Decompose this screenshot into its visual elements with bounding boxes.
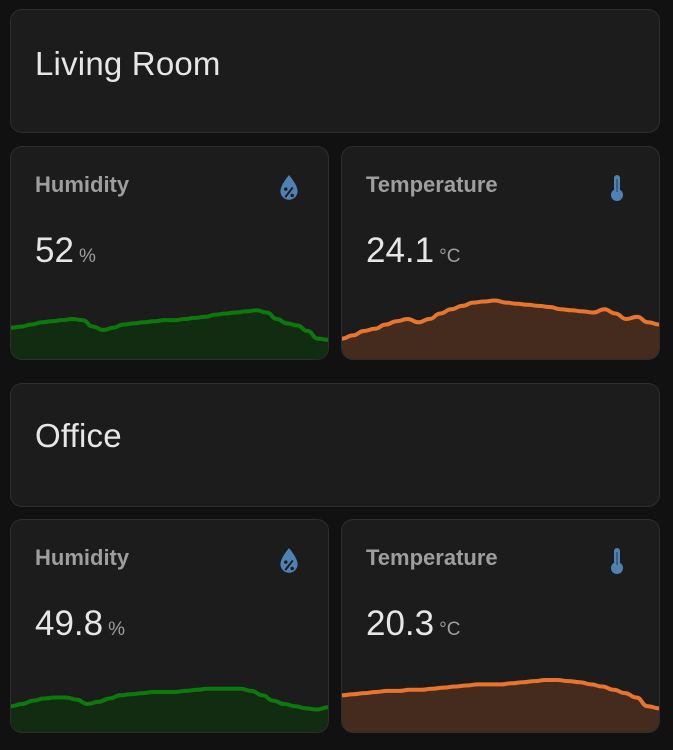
humidity-history-graph	[11, 686, 328, 732]
temperature-history-area	[342, 300, 659, 359]
room-header-card-office: Office	[10, 383, 660, 507]
sensor-card-office-temperature[interactable]: Temperature 20.3 °C	[341, 519, 660, 733]
room-title-office: Office	[35, 417, 122, 454]
sensor-reading: 24.1 °C	[366, 231, 460, 277]
sensor-value: 52	[35, 231, 74, 270]
thermometer-icon	[611, 175, 623, 201]
temperature-history-graph	[342, 298, 659, 359]
sensor-card-living-room-humidity[interactable]: Humidity 52%	[10, 146, 329, 360]
temperature-history-line	[342, 678, 659, 711]
humidity-history-area	[11, 310, 328, 359]
thermometer-icon	[611, 548, 623, 574]
sensor-unit: °C	[439, 619, 461, 640]
sensor-name: Humidity	[35, 172, 130, 197]
sensor-reading: 49.8%	[35, 604, 125, 650]
sensor-unit: °C	[439, 246, 461, 267]
temperature-history-graph	[342, 678, 659, 732]
sensor-name: Temperature	[366, 545, 498, 570]
sensor-name: Temperature	[366, 172, 498, 197]
sensor-unit: %	[108, 619, 126, 640]
sensor-name: Humidity	[35, 545, 130, 570]
sensor-value: 24.1	[366, 231, 435, 270]
humidity-history-line	[11, 308, 328, 342]
sensor-value: 20.3	[366, 604, 435, 643]
humidity-history-graph	[11, 308, 328, 359]
temperature-history-line	[342, 298, 659, 341]
sensor-card-office-humidity[interactable]: Humidity 49.8%	[10, 519, 329, 733]
sensor-card-living-room-temperature[interactable]: Temperature 24.1 °C	[341, 146, 660, 360]
room-header-card-living-room: Living Room	[10, 9, 660, 133]
temperature-history-area	[342, 680, 659, 732]
sensor-reading: 52%	[35, 231, 96, 277]
humidity-history-area	[11, 688, 328, 732]
sensor-reading: 20.3 °C	[366, 604, 460, 650]
sensor-unit: %	[78, 246, 96, 267]
water-percent-icon	[280, 548, 298, 573]
water-percent-icon	[280, 175, 298, 200]
humidity-history-line	[11, 686, 328, 712]
sensor-value: 49.8	[35, 604, 104, 643]
room-title-living-room: Living Room	[35, 45, 221, 82]
